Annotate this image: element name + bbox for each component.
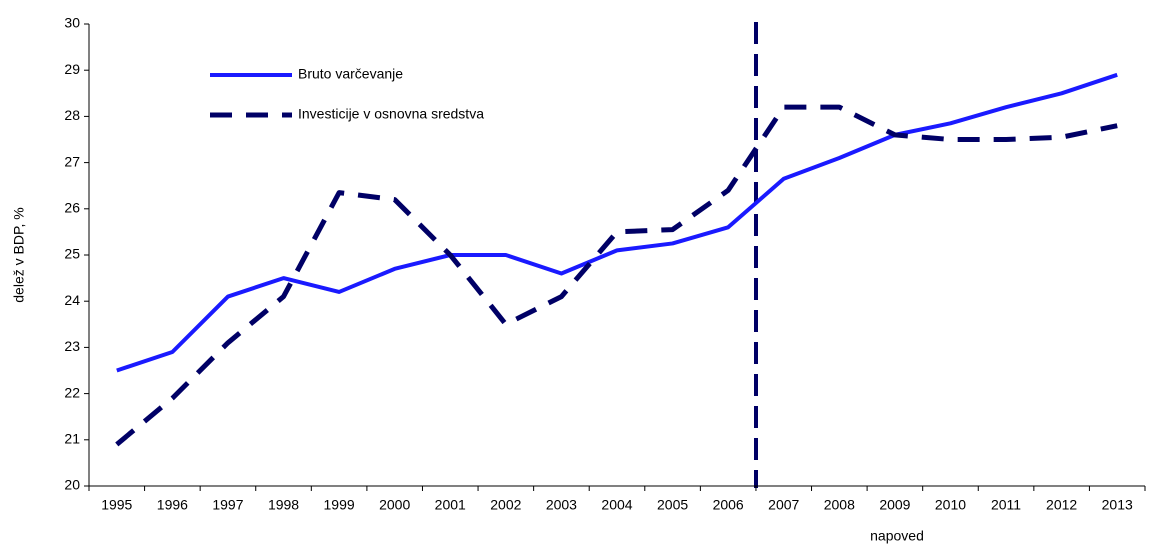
series-line (116, 72, 1118, 373)
series-line (115, 104, 1118, 447)
x-tick-label: 2004 (601, 497, 632, 513)
x-tick-label: 1996 (157, 497, 188, 513)
x-tick-label: 2013 (1102, 497, 1133, 513)
legend-label: Bruto varčevanje (298, 66, 403, 82)
x-tick-label: 2011 (991, 497, 1021, 513)
legend-label: Investicije v osnovna sredstva (298, 106, 484, 122)
x-tick-label: 2010 (935, 497, 966, 513)
x-tick-label: 2005 (657, 497, 688, 513)
x-tick-label: 1998 (268, 497, 299, 513)
x-tick-label: 2003 (546, 497, 577, 513)
x-tick-label: 1999 (324, 497, 355, 513)
x-tick-label: 2002 (490, 497, 521, 513)
y-tick-label: 22 (64, 384, 80, 400)
x-tick-label: 2000 (379, 497, 410, 513)
y-tick-label: 25 (64, 246, 80, 262)
x-tick-label: 1997 (212, 497, 243, 513)
x-tick-label: 2006 (713, 497, 744, 513)
y-tick-label: 20 (64, 477, 80, 493)
y-tick-label: 24 (64, 292, 80, 308)
y-tick-label: 30 (64, 15, 80, 31)
y-tick-label: 28 (64, 107, 80, 123)
x-tick-label: 2001 (435, 497, 466, 513)
y-tick-label: 29 (64, 61, 80, 77)
y-tick-label: 26 (64, 200, 80, 216)
x-tick-label: 1995 (101, 497, 132, 513)
x-tick-label: 2009 (879, 497, 910, 513)
y-tick-label: 21 (64, 431, 80, 447)
y-tick-label: 23 (64, 338, 80, 354)
x-tick-label: 2012 (1046, 497, 1077, 513)
y-tick-label: 27 (64, 153, 80, 169)
annotation: napoved (870, 528, 924, 544)
y-axis-label: delež v BDP, % (11, 207, 27, 302)
x-tick-label: 2008 (824, 497, 855, 513)
x-tick-label: 2007 (768, 497, 799, 513)
